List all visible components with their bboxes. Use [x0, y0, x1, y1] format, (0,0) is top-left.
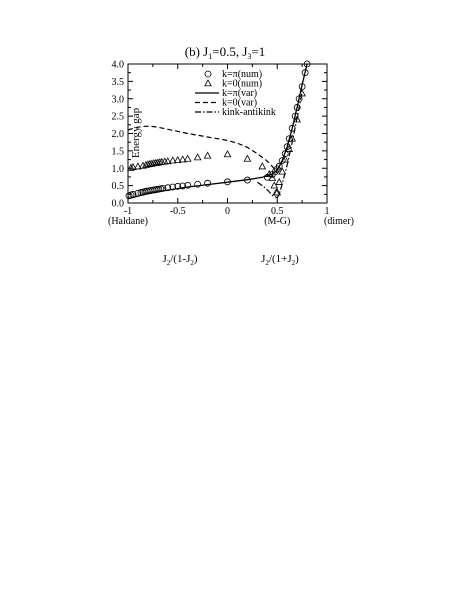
x-annotation: (M-G): [264, 216, 290, 227]
series-dashed: [127, 125, 278, 174]
legend-label: k=π(var): [222, 88, 257, 99]
data-point-circle: [275, 162, 283, 170]
legend-label: kink-antikink: [222, 107, 276, 118]
data-point-triangle: [265, 169, 274, 177]
data-point-triangle: [243, 154, 252, 162]
data-point-triangle: [275, 177, 284, 185]
data-point-circle: [194, 180, 202, 188]
y-tick-label: 2.5: [112, 112, 125, 123]
data-point-triangle: [163, 157, 172, 165]
y-tick-label: 0.0: [112, 199, 125, 210]
x-tick-label: -0.5: [170, 206, 186, 217]
x-axis-annotations: (Haldane) (M-G) (dimer): [108, 216, 354, 227]
legend-label: k=π(num): [222, 69, 262, 80]
y-axis-title: Energy gap: [130, 107, 142, 158]
data-point-triangle: [223, 150, 232, 158]
data-point-triangle: [127, 163, 135, 171]
y-tick-label: 1.0: [112, 164, 125, 175]
data-point-triangle: [183, 154, 192, 162]
data-point-triangle: [129, 162, 137, 171]
series-solid: [127, 63, 308, 200]
legend-label: k=0(var): [222, 98, 257, 109]
data-point-circle: [179, 182, 187, 190]
data-point-triangle: [281, 155, 290, 163]
data-point-circle: [204, 179, 212, 187]
data-point-triangle: [168, 156, 177, 164]
axis-ticks: [127, 63, 328, 204]
x-annotation: (dimer): [324, 216, 354, 227]
data-point-triangle: [293, 115, 302, 123]
x-tick-label: -1: [124, 206, 132, 217]
legend: k=π(num)k=0(num)k=π(var)k=0(var)kink-ant…: [195, 69, 276, 118]
data-point-circle: [169, 183, 177, 191]
x-annotation: (Haldane): [108, 216, 148, 227]
series-line-dashed: [127, 125, 278, 174]
series-circle: [125, 60, 311, 200]
y-tick-label: 0.5: [112, 181, 125, 192]
x-axis-title-right: J2/(1+J2): [261, 253, 299, 267]
axis-tick-labels: -1 -0.5 0 0.5 1 0.0 0.5 1.0 1.5 2.0 2.5 3.0 3.5 4.0: [112, 60, 330, 218]
data-point-triangle: [178, 155, 187, 163]
data-point-triangle: [285, 144, 294, 152]
data-point-circle: [278, 157, 286, 165]
data-point-circle: [204, 70, 212, 78]
data-point-circle: [184, 181, 192, 189]
data-point-triangle: [258, 162, 267, 170]
data-point-triangle: [270, 181, 279, 189]
series-triangle: [127, 89, 307, 196]
x-axis-title-left: J2/(1-J2): [162, 253, 197, 267]
series-line-solid: [127, 63, 308, 200]
data-point-triangle: [203, 151, 212, 159]
x-tick-label: 0.5: [271, 206, 284, 217]
y-tick-label: 3.5: [112, 77, 125, 88]
legend-label: k=0(num): [222, 79, 262, 90]
y-tick-label: 2.0: [112, 129, 125, 140]
data-point-triangle: [278, 167, 287, 175]
data-point-triangle: [173, 156, 182, 164]
data-point-circle: [303, 60, 311, 68]
data-point-triangle: [193, 153, 202, 161]
x-tick-label: 0: [225, 206, 230, 217]
data-point-triangle: [268, 173, 277, 181]
data-point-triangle: [134, 162, 142, 170]
y-tick-label: 4.0: [112, 60, 125, 71]
y-tick-label: 3.0: [112, 94, 125, 105]
data-point-triangle: [273, 188, 282, 196]
y-tick-label: 1.5: [112, 146, 125, 157]
data-point-triangle: [204, 79, 212, 87]
data-point-triangle: [139, 161, 147, 169]
chart-title: (b) J1=0.5, J3=1: [185, 44, 265, 61]
series-layer: [125, 60, 311, 200]
data-point-circle: [174, 182, 182, 190]
x-tick-label: 1: [325, 206, 330, 217]
